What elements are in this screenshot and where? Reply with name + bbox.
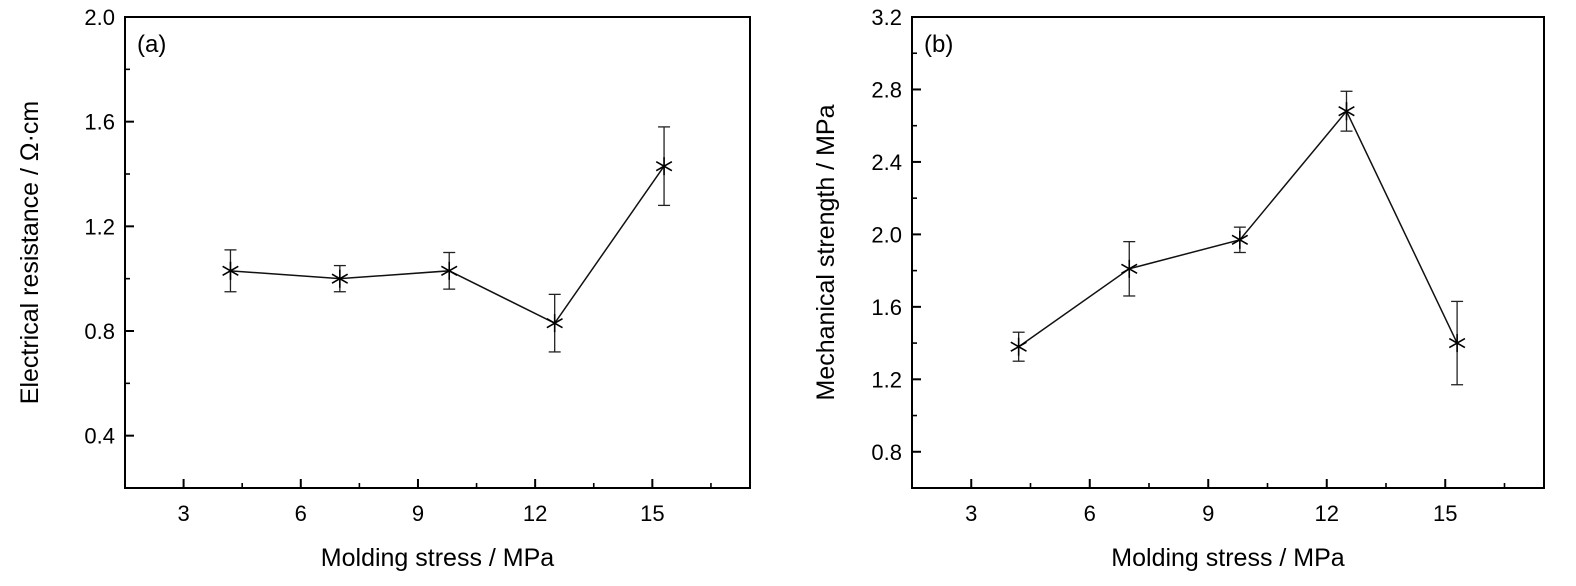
data-point — [1010, 337, 1027, 356]
y-axis-title: Electrical resistance / Ω·cm — [16, 101, 44, 404]
data-point — [546, 314, 563, 333]
y-tick-label: 1.2 — [871, 367, 902, 392]
y-tick-label: 2.0 — [871, 222, 902, 247]
y-tick-label: 0.4 — [84, 424, 115, 449]
x-tick-label: 6 — [295, 501, 307, 526]
series-line — [1018, 109, 1458, 348]
x-tick-label: 15 — [1433, 501, 1457, 526]
x-tick-label: 9 — [1202, 501, 1214, 526]
chart-panel-b: 3 6 9 12 15 0.8 1.2 1.6 2.0 2.4 2.8 3.2 Molding stre… — [812, 5, 1545, 572]
x-tick-label: 15 — [640, 501, 664, 526]
series-line — [230, 165, 665, 325]
plot-frame — [124, 16, 751, 489]
y-tick-label: 1.2 — [84, 214, 115, 239]
plot-frame — [911, 16, 1545, 489]
y-tick-label: 3.2 — [871, 5, 902, 30]
y-tick-label: 2.4 — [871, 150, 902, 175]
x-tick-label: 12 — [523, 501, 547, 526]
chart-panel-a: 3 6 9 12 15 0.4 0.8 1.2 1.6 2.0 Molding stress / M… — [16, 5, 751, 572]
data-point — [655, 157, 673, 176]
x-axis-title: Molding stress / MPa — [321, 544, 555, 572]
x-tick-label: 9 — [412, 501, 424, 526]
y-axis-title: Mechanical strength / MPa — [812, 104, 840, 400]
x-axis-title: Molding stress / MPa — [1111, 544, 1345, 572]
y-tick-label: 0.8 — [871, 440, 902, 465]
data-point — [1338, 102, 1355, 121]
panel-label: (b) — [924, 31, 953, 58]
y-tick-label: 1.6 — [871, 295, 902, 320]
data-point — [1448, 334, 1466, 353]
data-point — [1121, 259, 1138, 278]
x-tick-label: 3 — [965, 501, 977, 526]
y-tick-label: 0.8 — [84, 319, 115, 344]
x-tick-label: 12 — [1315, 501, 1339, 526]
data-point — [331, 269, 349, 288]
x-tick-label: 3 — [177, 501, 189, 526]
data-point — [1231, 230, 1249, 249]
y-tick-label: 2.0 — [84, 5, 115, 30]
y-tick-label: 1.6 — [84, 110, 115, 135]
x-tick-label: 6 — [1084, 501, 1096, 526]
data-point — [440, 261, 458, 280]
y-tick-label: 2.8 — [871, 77, 902, 102]
data-point — [222, 261, 239, 280]
panel-label: (a) — [137, 31, 166, 58]
